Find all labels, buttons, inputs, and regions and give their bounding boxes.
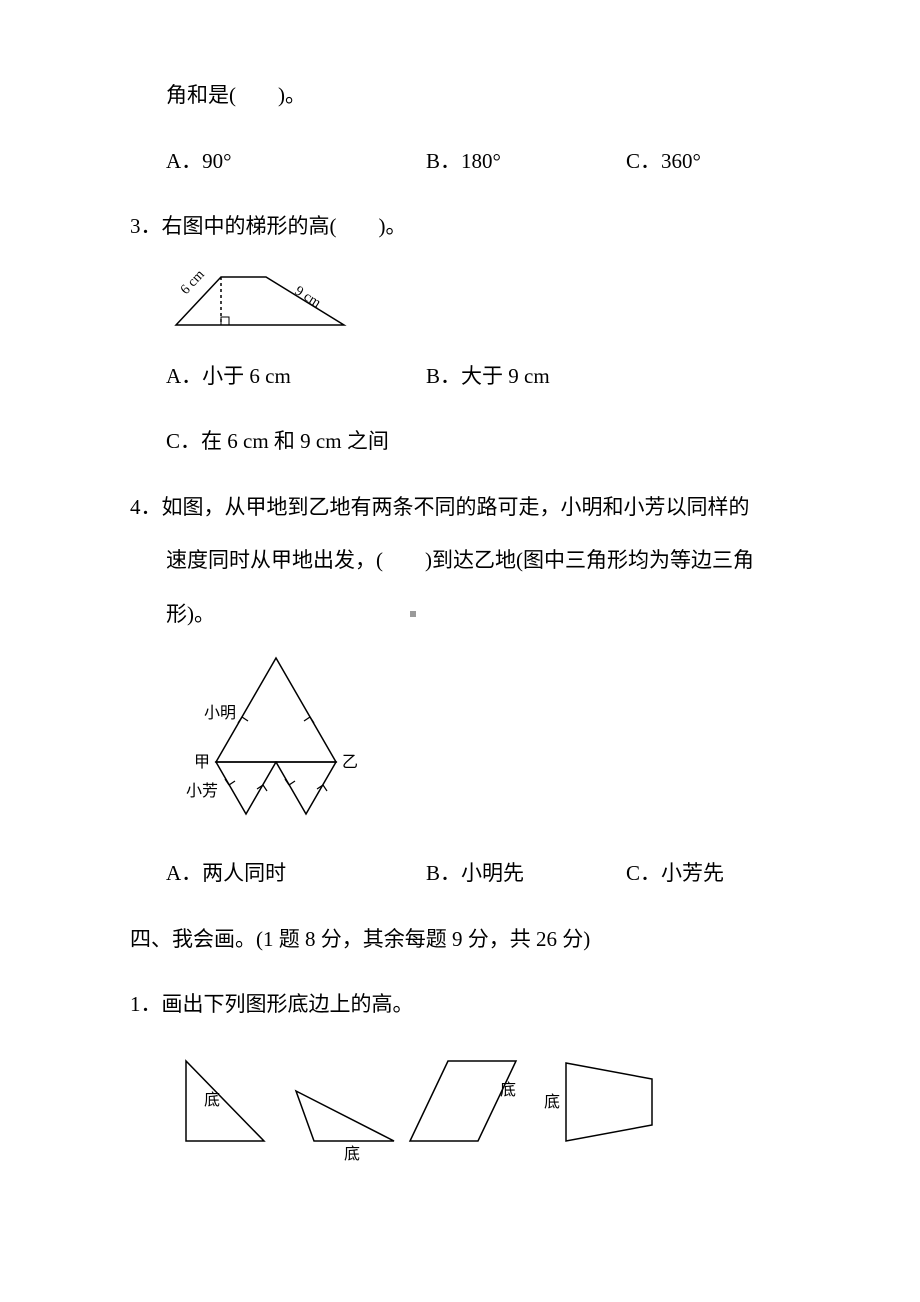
s4q1-label-1: 底 xyxy=(204,1091,220,1109)
q4-stem-l3: 形)。 xyxy=(130,599,790,631)
q3-right-label: 9 cm xyxy=(292,283,323,310)
q4-stem-l1: 4．如图，从甲地到乙地有两条不同的路可走，小明和小芳以同样的 xyxy=(130,492,790,524)
q4-label-ming: 小明 xyxy=(204,704,236,722)
q4-label-fang: 小芳 xyxy=(186,782,218,800)
q3-figure: 6 cm 9 cm xyxy=(130,265,790,335)
s4q1-stem: 1．画出下列图形底边上的高。 xyxy=(130,989,790,1021)
s4q1-figures: 底 底 底 底 xyxy=(130,1043,790,1163)
center-dot-icon xyxy=(410,611,416,617)
q4-number: 4． xyxy=(130,495,162,519)
s4q1-label-3: 底 xyxy=(500,1081,516,1099)
s4q1-number: 1． xyxy=(130,992,162,1016)
q4-opt-a[interactable]: A．两人同时 xyxy=(166,858,426,890)
q2-opt-b[interactable]: B．180° xyxy=(426,146,626,178)
q4-stem-l2: 速度同时从甲地出发，( )到达乙地(图中三角形均为等边三角 xyxy=(130,545,790,577)
q3-number: 3． xyxy=(130,214,162,238)
q3-opt-c[interactable]: C．在 6 cm 和 9 cm 之间 xyxy=(166,426,389,458)
s4q1-label-4: 底 xyxy=(544,1093,560,1111)
s4q1-stem-text: 画出下列图形底边上的高。 xyxy=(162,992,414,1016)
q4-opt-b[interactable]: B．小明先 xyxy=(426,858,626,890)
q4-stem-text1: 如图，从甲地到乙地有两条不同的路可走，小明和小芳以同样的 xyxy=(162,495,750,519)
q3-options-row2: C．在 6 cm 和 9 cm 之间 xyxy=(130,426,790,458)
q2-stem-tail: 角和是( )。 xyxy=(130,80,790,112)
q4-label-yi: 乙 xyxy=(342,754,358,771)
q3-stem: 3．右图中的梯形的高( )。 xyxy=(130,211,790,243)
q4-opt-c[interactable]: C．小芳先 xyxy=(626,858,786,890)
q4-label-jia: 甲 xyxy=(194,754,210,771)
q4-stem-text3: 形)。 xyxy=(166,602,215,626)
q3-opt-b[interactable]: B．大于 9 cm xyxy=(426,361,626,393)
q3-stem-text: 右图中的梯形的高( )。 xyxy=(162,214,407,238)
section4-heading: 四、我会画。(1 题 8 分，其余每题 9 分，共 26 分) xyxy=(130,924,790,956)
q4-options: A．两人同时 B．小明先 C．小芳先 xyxy=(130,858,790,890)
q2-opt-c[interactable]: C．360° xyxy=(626,146,786,178)
q4-figure: 小明 甲 乙 小芳 xyxy=(130,652,790,832)
q3-options-row1: A．小于 6 cm B．大于 9 cm xyxy=(130,361,790,393)
q3-left-label: 6 cm xyxy=(178,267,208,297)
q3-opt-a[interactable]: A．小于 6 cm xyxy=(166,361,426,393)
s4q1-label-2: 底 xyxy=(344,1145,360,1163)
q2-opt-a[interactable]: A．90° xyxy=(166,146,426,178)
q2-options: A．90° B．180° C．360° xyxy=(130,146,790,178)
